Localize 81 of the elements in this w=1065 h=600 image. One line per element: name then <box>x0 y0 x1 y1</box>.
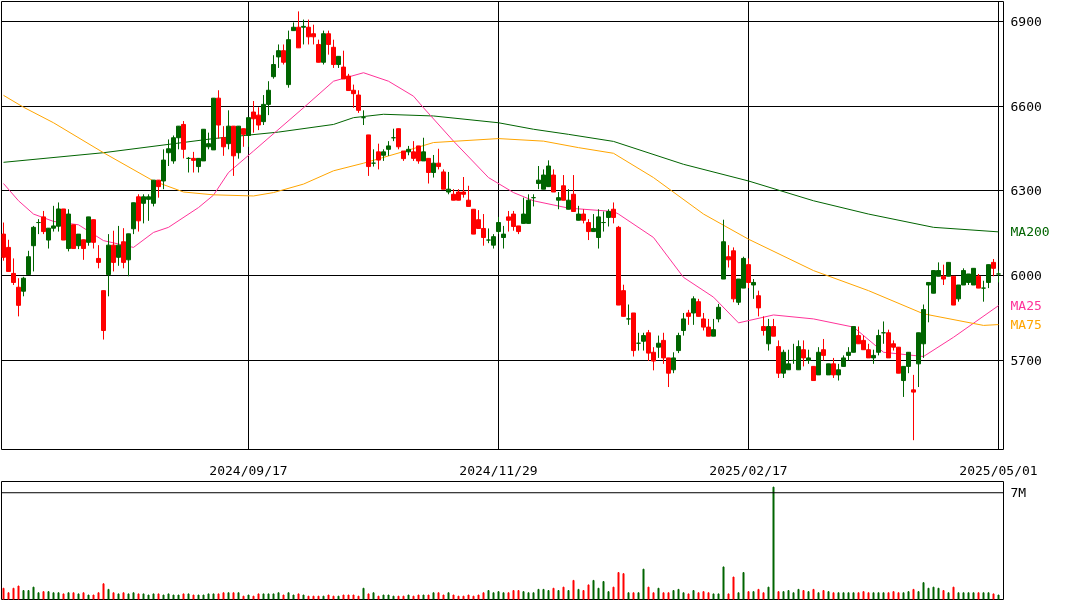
candlestick <box>226 109 231 150</box>
candlestick <box>551 168 556 193</box>
candlestick <box>356 89 361 114</box>
candlestick <box>796 339 801 371</box>
candlestick <box>276 43 281 69</box>
x-tick-label: 2025/02/17 <box>709 462 788 478</box>
candlestick <box>611 201 616 224</box>
series-label: MA75 <box>1010 317 1042 333</box>
candlestick <box>281 43 286 66</box>
line-series <box>3 72 999 358</box>
candlestick <box>441 168 446 190</box>
candlestick <box>656 335 661 359</box>
candlestick <box>876 329 881 356</box>
candlestick <box>271 54 276 80</box>
candlestick <box>716 303 721 323</box>
y-tick-label: 6600 <box>1010 98 1042 114</box>
candlestick <box>421 137 426 162</box>
candlestick <box>626 304 631 326</box>
candlestick <box>821 338 826 361</box>
candlestick <box>91 219 96 250</box>
candlestick <box>801 339 806 367</box>
candlestick <box>191 151 196 173</box>
candlestick <box>911 374 916 441</box>
candlestick <box>326 30 331 56</box>
candlestick <box>26 250 31 276</box>
candlestick <box>246 117 251 148</box>
x-tick-label: 2025/05/01 <box>959 462 1038 478</box>
candlestick <box>746 257 751 289</box>
candlestick <box>751 278 756 300</box>
series-label: MA200 <box>1010 224 1050 240</box>
candlestick <box>161 148 166 190</box>
candlestick <box>71 224 76 250</box>
candlestick <box>981 280 986 303</box>
candlestick <box>756 290 761 317</box>
y-tick-label: 6300 <box>1010 183 1042 199</box>
candlestick <box>121 227 126 269</box>
candlestick <box>676 332 681 354</box>
y-tick-label: 5700 <box>1010 352 1042 368</box>
candlestick <box>426 157 431 185</box>
candlestick <box>41 210 46 235</box>
candlestick <box>816 346 821 376</box>
y-tick-label: 6900 <box>1010 13 1042 29</box>
x-tick-label: 2024/11/29 <box>459 462 538 478</box>
candlestick <box>761 315 766 337</box>
x-tick-label: 2024/09/17 <box>209 462 288 478</box>
candlestick <box>11 257 16 286</box>
candlestick <box>566 188 571 210</box>
series-label: MA25 <box>1010 298 1042 314</box>
ref-line-label: 7M <box>1010 485 1027 501</box>
candlestick <box>116 225 121 267</box>
line-series <box>3 94 999 326</box>
candlestick <box>671 351 676 374</box>
candlestick <box>111 230 116 272</box>
candlestick <box>81 239 86 261</box>
candlestick <box>446 171 451 195</box>
candlestick <box>221 125 226 157</box>
candlestick <box>376 143 381 170</box>
candlestick <box>561 174 566 201</box>
candlestick <box>766 318 771 352</box>
candlestick <box>96 244 101 269</box>
candlestick <box>586 218 591 241</box>
candlestick <box>396 128 401 150</box>
candlestick <box>941 264 946 286</box>
candlestick <box>241 128 246 148</box>
candlestick <box>571 174 576 213</box>
candlestick <box>331 39 336 69</box>
candlestick <box>31 225 36 272</box>
candlestick <box>691 295 696 326</box>
candlestick <box>431 154 436 179</box>
candlestick <box>16 277 21 317</box>
y-tick-label: 6000 <box>1010 268 1042 284</box>
candlestick <box>21 276 26 297</box>
candlestick <box>436 148 441 170</box>
candlestick <box>301 19 306 45</box>
candlestick <box>501 225 506 250</box>
candlestick <box>316 39 321 63</box>
candlestick <box>681 312 686 337</box>
candlestick <box>986 264 991 289</box>
candlestick <box>466 185 471 207</box>
candlestick <box>296 10 301 49</box>
candlestick <box>831 357 836 379</box>
